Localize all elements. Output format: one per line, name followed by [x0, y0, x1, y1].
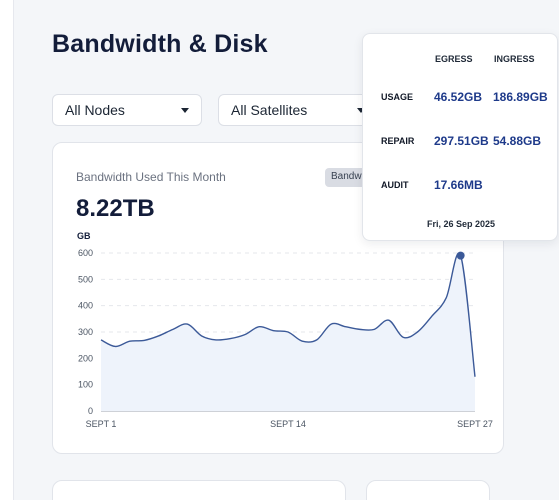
x-tick-label: SEPT 14: [270, 419, 306, 429]
chevron-down-icon: [357, 107, 365, 113]
bandwidth-chart[interactable]: 0 100 200 300 400 500 600 SEPT 1 SEPT 14 SEPT 27: [53, 143, 505, 455]
y-tick-label: 0: [88, 406, 93, 416]
bandwidth-card-label: Bandwidth Used This Month: [76, 170, 226, 184]
y-tick-label: 100: [78, 380, 93, 390]
page-title: Bandwidth & Disk: [52, 30, 268, 58]
y-tick-label: 200: [78, 353, 93, 363]
tooltip-ingress-header: INGRESS: [494, 54, 535, 64]
tooltip-usage-egress: 46.52GB: [434, 90, 483, 104]
nodes-dropdown-value: All Nodes: [65, 102, 125, 118]
satellites-dropdown-value: All Satellites: [231, 102, 308, 118]
y-tick-label: 400: [78, 301, 93, 311]
disk-summary-card: [366, 480, 490, 500]
chevron-down-icon: [181, 107, 189, 113]
y-tick-label: 300: [78, 327, 93, 337]
tooltip-repair-ingress: 54.88GB: [493, 134, 542, 148]
y-axis-unit-label: GB: [77, 231, 91, 241]
x-tick-label: SEPT 27: [457, 419, 493, 429]
bandwidth-total-value: 8.22TB: [76, 195, 155, 222]
highlight-point: [456, 251, 465, 260]
chart-tooltip: EGRESS INGRESS USAGE 46.52GB 186.89GB RE…: [362, 33, 558, 241]
tooltip-row-label: AUDIT: [381, 180, 409, 190]
nodes-dropdown[interactable]: All Nodes: [52, 94, 202, 126]
tooltip-egress-header: EGRESS: [435, 54, 473, 64]
left-sidebar-edge: [0, 0, 14, 500]
disk-space-card: [52, 480, 346, 500]
x-tick-label: SEPT 1: [86, 419, 117, 429]
y-tick-label: 500: [78, 274, 93, 284]
tooltip-audit-egress: 17.66MB: [434, 178, 483, 192]
tooltip-date: Fri, 26 Sep 2025: [426, 219, 496, 229]
tooltip-row-label: USAGE: [381, 92, 414, 102]
satellites-dropdown[interactable]: All Satellites: [218, 94, 378, 126]
tooltip-usage-ingress: 186.89GB: [493, 90, 548, 104]
tooltip-row-label: REPAIR: [381, 136, 415, 146]
series-line: [100, 252, 476, 377]
y-tick-label: 600: [78, 248, 93, 258]
tooltip-repair-egress: 297.51GB: [434, 134, 489, 148]
